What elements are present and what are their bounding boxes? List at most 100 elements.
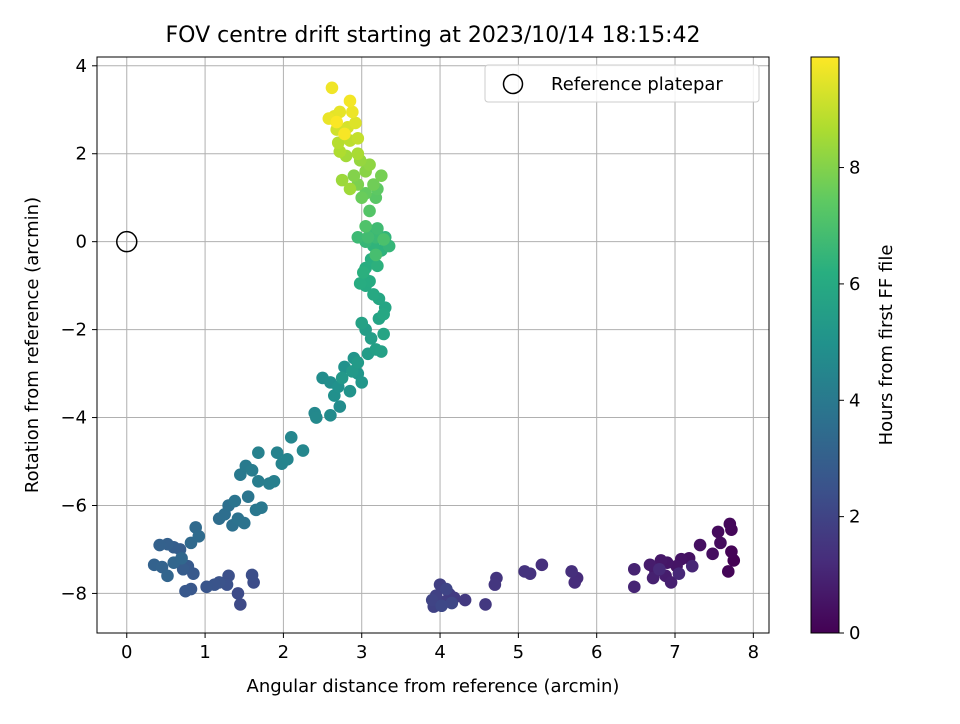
data-point xyxy=(228,494,242,508)
data-point xyxy=(568,576,582,589)
data-point xyxy=(363,274,376,288)
data-point xyxy=(200,580,213,594)
colorbar-gradient xyxy=(810,56,840,634)
legend: Reference platepar xyxy=(484,64,760,103)
x-tick-label: 1 xyxy=(199,642,210,663)
data-point xyxy=(284,431,298,444)
data-point xyxy=(565,565,578,578)
data-point xyxy=(361,230,375,244)
data-point xyxy=(371,259,384,273)
data-point xyxy=(192,529,206,543)
data-point xyxy=(333,105,347,119)
data-points xyxy=(147,81,741,613)
colorbar-tick-label: 0 xyxy=(849,623,860,644)
data-point xyxy=(369,248,383,262)
colorbar-tick-label: 4 xyxy=(849,390,860,411)
data-point xyxy=(356,266,370,279)
data-point xyxy=(363,158,376,172)
data-point xyxy=(241,490,255,503)
data-point xyxy=(330,115,343,129)
data-point xyxy=(664,576,678,589)
data-point xyxy=(343,182,357,196)
data-point xyxy=(377,307,390,321)
x-tick-label: 6 xyxy=(591,642,602,663)
data-point xyxy=(714,536,727,550)
data-point xyxy=(627,562,641,576)
legend-marker-circle xyxy=(502,73,524,95)
data-point xyxy=(343,94,357,108)
data-point xyxy=(343,384,357,398)
data-point xyxy=(281,453,294,466)
data-point xyxy=(338,127,351,141)
colorbar-tick-label: 8 xyxy=(849,158,860,179)
data-point xyxy=(643,558,657,572)
colorbar-ticks: 0 2 4 6 8 xyxy=(839,158,860,644)
data-point xyxy=(425,593,439,607)
data-point xyxy=(335,371,349,385)
y-tick-label: −2 xyxy=(60,320,87,341)
y-axis-label: Rotation from reference (arcmin) xyxy=(22,197,43,493)
data-point xyxy=(355,191,369,205)
x-axis-ticks: 0 1 2 3 4 5 6 7 8 xyxy=(121,633,759,663)
x-tick-label: 5 xyxy=(513,642,524,663)
data-point xyxy=(363,204,376,218)
data-point xyxy=(646,571,660,585)
data-point xyxy=(627,580,641,594)
data-point xyxy=(324,409,337,422)
legend-label-reference: Reference platepar xyxy=(551,74,723,95)
x-axis-label: Angular distance from reference (arcmin) xyxy=(247,676,620,697)
x-tick-label: 0 xyxy=(121,642,132,663)
data-point xyxy=(518,565,531,578)
data-point xyxy=(175,551,188,565)
y-tick-label: 0 xyxy=(76,232,87,253)
data-point xyxy=(371,222,384,235)
data-point xyxy=(267,475,281,488)
data-point xyxy=(364,332,378,345)
data-point xyxy=(347,169,361,183)
data-point xyxy=(672,567,686,580)
data-point xyxy=(377,327,390,341)
y-tick-label: 4 xyxy=(76,56,87,77)
y-tick-label: −8 xyxy=(60,583,87,604)
x-tick-label: 3 xyxy=(356,642,367,663)
data-point xyxy=(237,516,251,530)
data-point xyxy=(179,584,192,598)
colorbar: 0 2 4 6 8 Hours from first FF file xyxy=(810,56,897,644)
data-point xyxy=(351,356,365,369)
data-point xyxy=(711,525,725,539)
data-point xyxy=(359,219,372,233)
data-point xyxy=(725,545,738,558)
reference-marker-circle xyxy=(116,230,138,253)
x-tick-label: 7 xyxy=(669,642,680,663)
legend-box xyxy=(484,64,760,103)
grid xyxy=(97,57,769,633)
reference-marker-layer xyxy=(116,230,138,253)
y-tick-label: −6 xyxy=(60,495,87,516)
y-tick-label: −4 xyxy=(60,408,87,429)
data-point xyxy=(375,169,388,183)
data-point xyxy=(367,178,380,191)
data-point xyxy=(270,446,284,460)
data-point xyxy=(721,565,735,578)
data-point xyxy=(234,598,247,611)
data-point xyxy=(296,444,310,457)
y-tick-label: 2 xyxy=(76,144,87,165)
chart-title: FOV centre drift starting at 2023/10/14 … xyxy=(166,23,701,48)
colorbar-tick-label: 6 xyxy=(849,274,860,295)
data-point xyxy=(325,81,339,95)
data-point xyxy=(351,132,365,145)
data-point xyxy=(488,578,502,591)
data-point xyxy=(377,233,390,246)
data-point xyxy=(153,538,166,552)
x-tick-label: 2 xyxy=(278,642,289,663)
data-point xyxy=(693,538,707,552)
data-point xyxy=(535,558,549,572)
data-point xyxy=(231,587,245,600)
colorbar-label: Hours from first FF file xyxy=(876,245,897,446)
data-point xyxy=(245,568,259,582)
data-point xyxy=(252,475,265,488)
data-point xyxy=(653,562,666,576)
data-point xyxy=(255,501,268,514)
data-point xyxy=(353,277,367,290)
